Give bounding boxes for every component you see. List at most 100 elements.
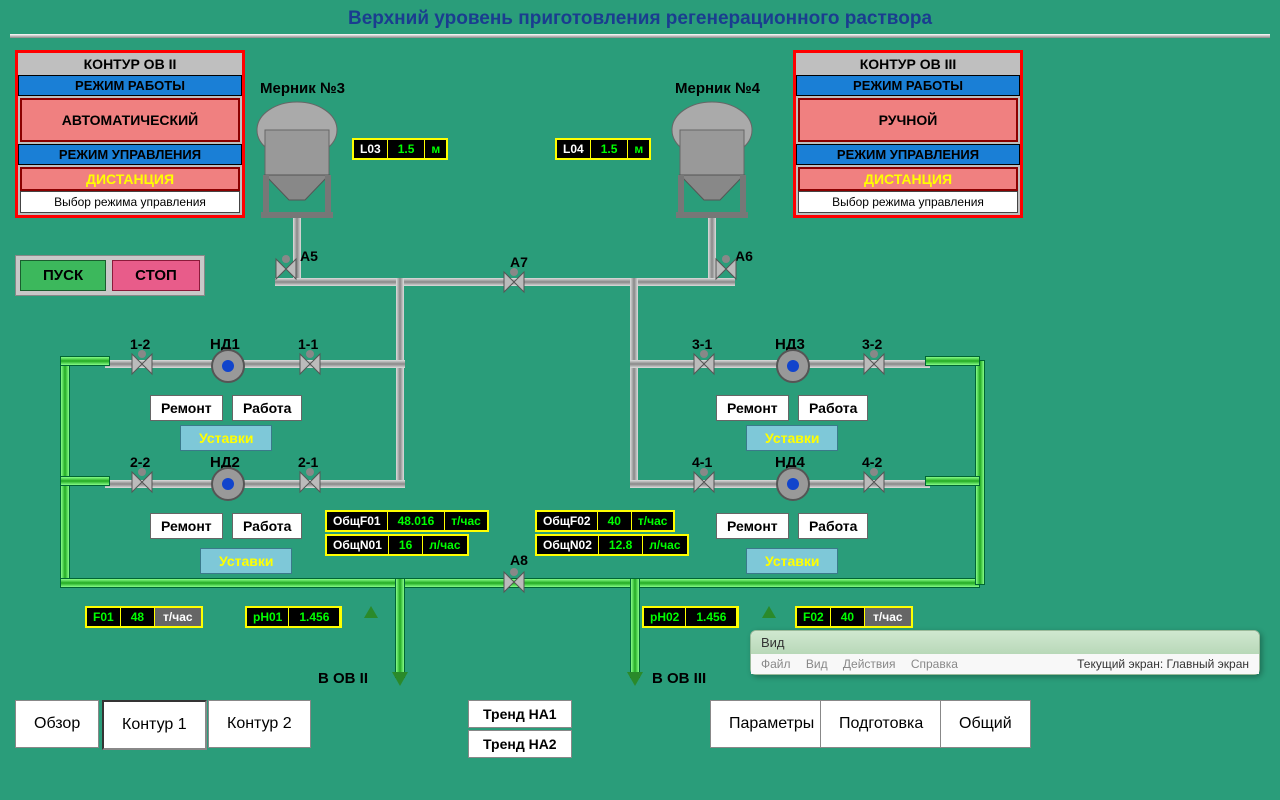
bottom-f01: F01 48 т/час [85, 606, 203, 628]
bottom-ph02: pH02 1.456 [642, 606, 739, 628]
nav-prep[interactable]: Подготовка [820, 700, 942, 748]
nd3-repair-button[interactable]: Ремонт [716, 395, 789, 421]
nd2-repair-button[interactable]: Ремонт [150, 513, 223, 539]
tank4-level-indicator: L04 1.5 м [555, 138, 651, 160]
panel-title: КОНТУР ОВ II [18, 53, 242, 75]
ctrl-select[interactable]: Выбор режима управления [20, 191, 240, 213]
control-panel-ov2: КОНТУР ОВ II РЕЖИМ РАБОТЫ АВТОМАТИЧЕСКИЙ… [15, 50, 245, 218]
valve-32[interactable] [860, 350, 884, 374]
nd3-setpoints-button[interactable]: Уставки [746, 425, 838, 451]
trend-ha1-button[interactable]: Тренд НА1 [468, 700, 572, 728]
mode-value[interactable]: АВТОМАТИЧЕСКИЙ [20, 98, 240, 142]
bottom-f02: F02 40 т/час [795, 606, 913, 628]
popup-title: Вид [751, 631, 1259, 654]
pipe-green [60, 360, 70, 585]
ind-unit: м [628, 140, 649, 158]
arrow-down-icon [627, 672, 643, 686]
pipe-green [60, 356, 110, 366]
ctrl-select[interactable]: Выбор режима управления [798, 191, 1018, 213]
panel-title: КОНТУР ОВ III [796, 53, 1020, 75]
nd2-setpoints-button[interactable]: Уставки [200, 548, 292, 574]
pipe-green [925, 356, 980, 366]
pipe-green [925, 476, 980, 486]
ind-label: L03 [354, 140, 387, 158]
valve-a7[interactable] [500, 268, 524, 292]
nd4-work-button[interactable]: Работа [798, 513, 868, 539]
flow-f02: ОбщF02 40 т/час [535, 510, 675, 532]
popup-menubar: Файл Вид Действия Справка Текущий экран:… [751, 654, 1259, 674]
ind-unit: м [425, 140, 446, 158]
trend-ha2-button[interactable]: Тренд НА2 [468, 730, 572, 758]
nd4-setpoints-button[interactable]: Уставки [746, 548, 838, 574]
valve-12[interactable] [128, 350, 152, 374]
valve-31[interactable] [690, 350, 714, 374]
mode-value[interactable]: РУЧНОЙ [798, 98, 1018, 142]
nav-kontur1[interactable]: Контур 1 [102, 700, 207, 750]
arrow-up-icon [762, 606, 776, 618]
start-stop-group: ПУСК СТОП [15, 255, 205, 296]
popup-status: Текущий экран: Главный экран [1077, 657, 1249, 671]
ctrl-dist[interactable]: ДИСТАНЦИЯ [20, 167, 240, 191]
nd1-setpoints-button[interactable]: Уставки [180, 425, 272, 451]
valve-a5[interactable] [272, 255, 296, 279]
pipe-green [60, 476, 110, 486]
arrow-down-icon [392, 672, 408, 686]
pump-nd2[interactable] [210, 466, 246, 502]
flow-n01: ОбщN01 16 л/час [325, 534, 469, 556]
popup-menu-actions[interactable]: Действия [843, 657, 896, 671]
nd4-repair-button[interactable]: Ремонт [716, 513, 789, 539]
valve-42[interactable] [860, 468, 884, 492]
flow-f01: ОбщF01 48.016 т/час [325, 510, 489, 532]
output-ov2-label: В ОВ II [318, 670, 368, 687]
nd3-work-button[interactable]: Работа [798, 395, 868, 421]
bottom-ph01: pH01 1.456 [245, 606, 342, 628]
ctrl-header: РЕЖИМ УПРАВЛЕНИЯ [796, 144, 1020, 165]
tank3-icon [255, 100, 340, 220]
tank4-icon [670, 100, 755, 220]
mode-header: РЕЖИМ РАБОТЫ [18, 75, 242, 96]
popup-menu-view[interactable]: Вид [806, 657, 828, 671]
nav-common[interactable]: Общий [940, 700, 1031, 748]
ctrl-dist[interactable]: ДИСТАНЦИЯ [798, 167, 1018, 191]
valve-22[interactable] [128, 468, 152, 492]
pump-nd4[interactable] [775, 466, 811, 502]
start-button[interactable]: ПУСК [20, 260, 106, 291]
output-ov3-label: В ОВ III [652, 670, 706, 687]
valve-11[interactable] [296, 350, 320, 374]
tank3-label: Мерник №3 [260, 80, 345, 97]
valve-21[interactable] [296, 468, 320, 492]
page-title: Верхний уровень приготовления регенераци… [0, 0, 1280, 34]
popup-window[interactable]: Вид Файл Вид Действия Справка Текущий эк… [750, 630, 1260, 675]
valve-a6[interactable] [712, 255, 736, 279]
pump-nd3[interactable] [775, 348, 811, 384]
nav-params[interactable]: Параметры [710, 700, 833, 748]
nd1-repair-button[interactable]: Ремонт [150, 395, 223, 421]
popup-menu-file[interactable]: Файл [761, 657, 791, 671]
nd2-work-button[interactable]: Работа [232, 513, 302, 539]
pipe-green [975, 360, 985, 585]
control-panel-ov3: КОНТУР ОВ III РЕЖИМ РАБОТЫ РУЧНОЙ РЕЖИМ … [793, 50, 1023, 218]
pipe-green [630, 578, 640, 678]
title-divider [10, 34, 1270, 38]
ctrl-header: РЕЖИМ УПРАВЛЕНИЯ [18, 144, 242, 165]
nd1-work-button[interactable]: Работа [232, 395, 302, 421]
tank3-level-indicator: L03 1.5 м [352, 138, 448, 160]
valve-41[interactable] [690, 468, 714, 492]
mode-header: РЕЖИМ РАБОТЫ [796, 75, 1020, 96]
valve-a5-label: А5 [300, 248, 318, 264]
ind-value: 1.5 [590, 140, 629, 158]
nav-kontur2[interactable]: Контур 2 [208, 700, 311, 748]
ind-label: L04 [557, 140, 590, 158]
pipe-green [395, 578, 405, 678]
pipe [630, 278, 638, 488]
tank4-label: Мерник №4 [675, 80, 760, 97]
pump-nd1[interactable] [210, 348, 246, 384]
arrow-up-icon [364, 606, 378, 618]
popup-menu-help[interactable]: Справка [911, 657, 958, 671]
pipe [396, 278, 404, 488]
stop-button[interactable]: СТОП [112, 260, 200, 291]
nav-overview[interactable]: Обзор [15, 700, 99, 748]
ind-value: 1.5 [387, 140, 426, 158]
valve-a8[interactable] [500, 568, 524, 592]
valve-a8-label: А8 [510, 552, 528, 568]
